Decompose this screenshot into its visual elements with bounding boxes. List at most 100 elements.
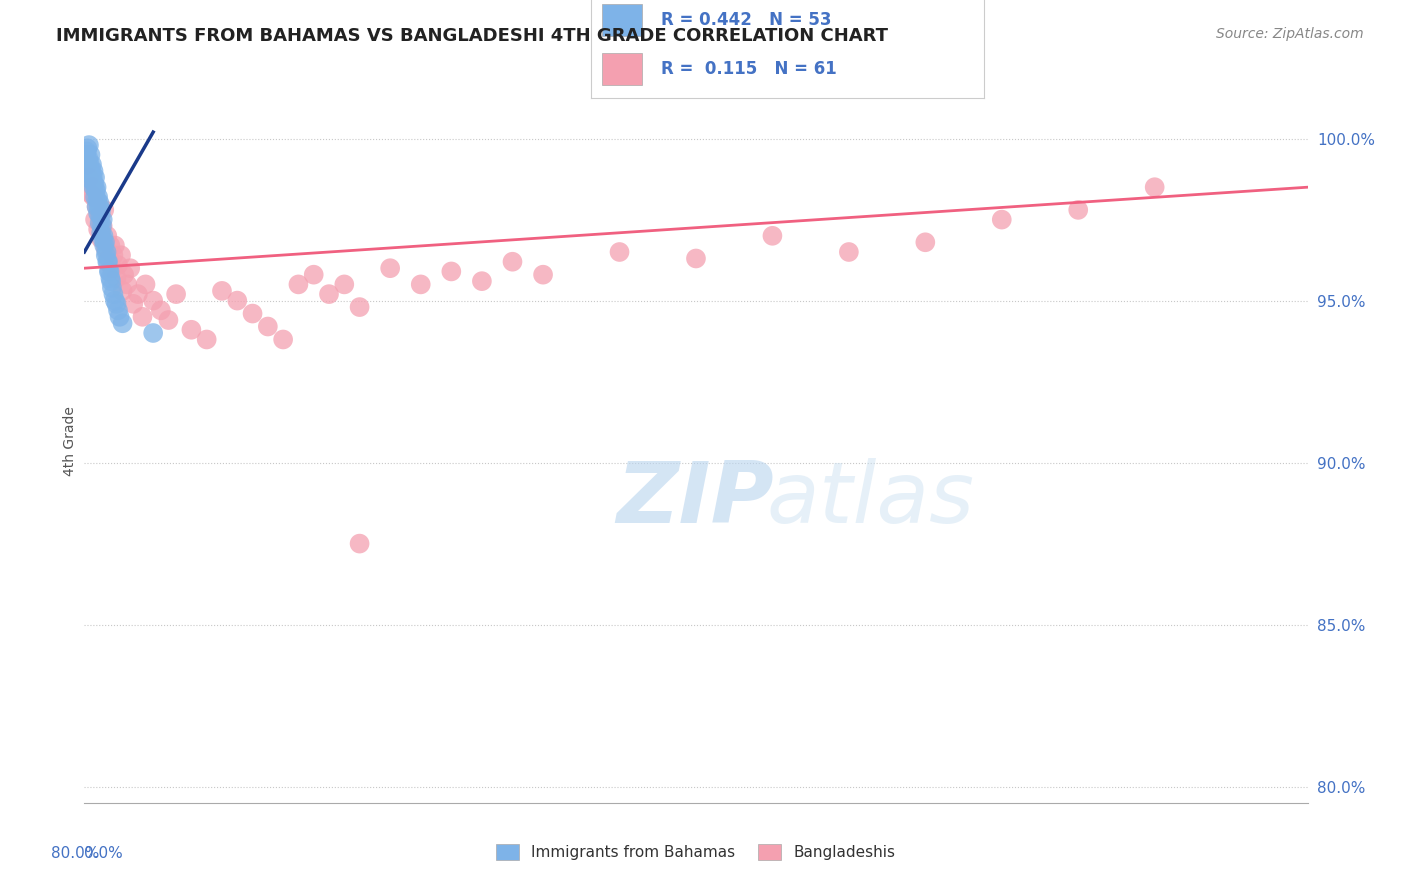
Point xyxy=(84,183,107,197)
Point xyxy=(135,277,157,292)
Point xyxy=(609,245,631,260)
Point xyxy=(685,252,707,266)
Point xyxy=(180,323,202,337)
Point xyxy=(349,536,371,550)
Point xyxy=(79,167,101,181)
Point xyxy=(165,287,187,301)
Point xyxy=(287,277,309,292)
Point xyxy=(91,219,114,233)
Point xyxy=(77,151,100,165)
Point xyxy=(82,170,104,185)
Point xyxy=(96,245,118,260)
Point xyxy=(409,277,432,292)
Point xyxy=(80,180,103,194)
Point xyxy=(79,186,101,201)
Point xyxy=(90,232,112,246)
Point xyxy=(211,284,233,298)
Point xyxy=(914,235,936,250)
Point xyxy=(86,193,108,207)
Bar xyxy=(602,4,641,36)
Point xyxy=(90,202,112,217)
Point xyxy=(89,196,111,211)
Point xyxy=(101,261,124,276)
Point xyxy=(531,268,554,282)
Point xyxy=(104,238,127,252)
Point xyxy=(101,280,124,294)
Point xyxy=(761,228,783,243)
Point xyxy=(380,261,402,276)
Point xyxy=(302,268,325,282)
Point xyxy=(94,235,117,250)
Point xyxy=(111,316,134,330)
Point xyxy=(257,319,280,334)
Point xyxy=(100,274,122,288)
Point xyxy=(87,200,110,214)
Point xyxy=(471,274,494,288)
Point xyxy=(77,138,100,153)
Text: ZIP: ZIP xyxy=(616,458,775,541)
Point xyxy=(318,287,340,301)
Point xyxy=(1143,180,1166,194)
Point xyxy=(157,313,180,327)
Point xyxy=(93,238,115,252)
Point xyxy=(87,190,110,204)
Text: 80.0%: 80.0% xyxy=(51,847,100,861)
Point xyxy=(991,212,1014,227)
Text: Source: ZipAtlas.com: Source: ZipAtlas.com xyxy=(1216,27,1364,41)
Point xyxy=(76,145,98,159)
Point xyxy=(84,170,107,185)
Point xyxy=(105,297,128,311)
Point xyxy=(97,254,120,268)
Y-axis label: 4th Grade: 4th Grade xyxy=(63,407,77,476)
Point xyxy=(89,210,111,224)
Point xyxy=(107,303,129,318)
Point xyxy=(96,228,118,243)
Text: R =  0.115   N = 61: R = 0.115 N = 61 xyxy=(661,61,837,78)
Text: IMMIGRANTS FROM BAHAMAS VS BANGLADESHI 4TH GRADE CORRELATION CHART: IMMIGRANTS FROM BAHAMAS VS BANGLADESHI 4… xyxy=(56,27,889,45)
Point xyxy=(98,271,121,285)
Point xyxy=(97,252,120,266)
Point xyxy=(115,277,138,292)
Point xyxy=(75,148,97,162)
Point xyxy=(91,232,114,246)
Point xyxy=(91,219,114,233)
Point xyxy=(333,277,356,292)
Point xyxy=(98,264,121,278)
Point xyxy=(86,200,108,214)
Text: R = 0.442   N = 53: R = 0.442 N = 53 xyxy=(661,11,832,29)
Point xyxy=(110,248,132,262)
Point xyxy=(103,248,125,262)
Point xyxy=(142,293,165,308)
Point xyxy=(838,245,860,260)
Point xyxy=(86,180,108,194)
Point xyxy=(127,287,149,301)
Point xyxy=(103,287,125,301)
Point xyxy=(94,242,117,256)
Point xyxy=(83,190,105,204)
Point xyxy=(502,254,524,268)
Point xyxy=(87,206,110,220)
Point xyxy=(80,164,103,178)
Point xyxy=(131,310,153,324)
Point xyxy=(226,293,249,308)
Point xyxy=(142,326,165,340)
Point xyxy=(80,157,103,171)
Point xyxy=(104,293,127,308)
Point xyxy=(84,212,107,227)
Point xyxy=(97,264,120,278)
Point xyxy=(108,310,131,324)
Point xyxy=(195,333,218,347)
Point xyxy=(271,333,294,347)
Point xyxy=(79,157,101,171)
Point xyxy=(96,254,118,268)
Point xyxy=(83,180,105,194)
Point xyxy=(77,161,100,175)
Point xyxy=(94,248,117,262)
Point xyxy=(122,297,145,311)
Point xyxy=(93,202,115,217)
Point xyxy=(83,177,105,191)
Point xyxy=(83,164,105,178)
Point xyxy=(149,303,172,318)
Point xyxy=(80,174,103,188)
Point xyxy=(76,154,98,169)
